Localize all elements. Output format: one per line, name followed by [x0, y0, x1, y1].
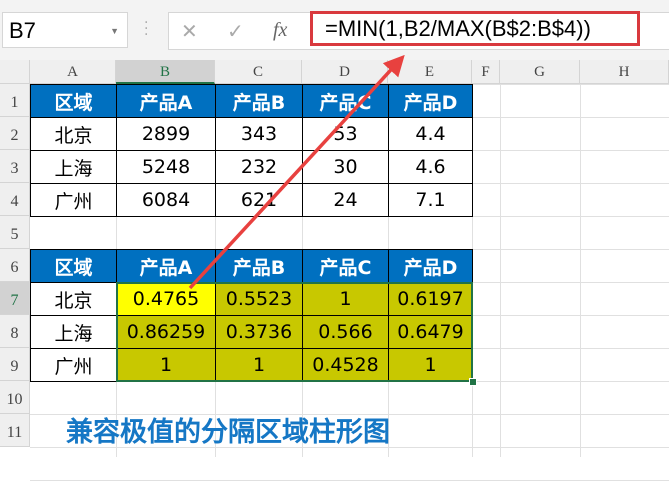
data-cell[interactable]: 1 — [116, 348, 216, 382]
row-header-4[interactable]: 4 — [0, 183, 30, 216]
cancel-icon[interactable]: ✕ — [181, 19, 198, 43]
data-cell[interactable]: 4.6 — [388, 150, 473, 184]
data-cell[interactable]: 621 — [215, 183, 303, 217]
region-cell[interactable]: 广州 — [30, 348, 117, 382]
data-cell[interactable]: 24 — [302, 183, 389, 217]
header-cell[interactable]: 产品D — [388, 249, 473, 283]
data-cell[interactable]: 2899 — [116, 117, 216, 151]
header-cell[interactable]: 产品B — [215, 249, 303, 283]
row-header-8[interactable]: 8 — [0, 315, 30, 348]
row-header-2[interactable]: 2 — [0, 117, 30, 150]
data-cell[interactable]: 1 — [388, 348, 473, 382]
header-cell[interactable]: 区域 — [30, 84, 117, 118]
row-header-3[interactable]: 3 — [0, 150, 30, 183]
column-header-H[interactable]: H — [580, 60, 669, 84]
column-header-D[interactable]: D — [302, 60, 388, 84]
data-cell[interactable]: 0.86259 — [116, 315, 216, 349]
data-cell[interactable]: 0.4765 — [116, 282, 216, 316]
data-cell[interactable]: 4.4 — [388, 117, 473, 151]
column-header-E[interactable]: E — [388, 60, 472, 84]
row-header-1[interactable]: 1 — [0, 84, 30, 117]
data-cell[interactable]: 0.566 — [302, 315, 389, 349]
data-cell[interactable]: 30 — [302, 150, 389, 184]
drag-handle-icon[interactable]: · · · — [144, 15, 149, 43]
region-cell[interactable]: 上海 — [30, 150, 117, 184]
header-cell[interactable]: 区域 — [30, 249, 117, 283]
gridline — [580, 84, 581, 457]
data-cell[interactable]: 1 — [302, 282, 389, 316]
column-header-F[interactable]: F — [472, 60, 500, 84]
header-cell[interactable]: 产品C — [302, 249, 389, 283]
gridline — [30, 447, 669, 448]
header-cell[interactable]: 产品A — [116, 84, 216, 118]
header-cell[interactable]: 产品C — [302, 84, 389, 118]
data-cell[interactable]: 0.6479 — [388, 315, 473, 349]
row-header-7[interactable]: 7 — [0, 282, 30, 315]
insert-function-icon[interactable]: fx — [273, 19, 288, 41]
row-header-9[interactable]: 9 — [0, 348, 30, 381]
data-cell[interactable]: 343 — [215, 117, 303, 151]
data-cell[interactable]: 7.1 — [388, 183, 473, 217]
formula-input[interactable]: =MIN(1,B2/MAX(B$2:B$4)) — [310, 11, 640, 46]
region-cell[interactable]: 北京 — [30, 117, 117, 151]
column-header-G[interactable]: G — [500, 60, 580, 84]
region-cell[interactable]: 广州 — [30, 183, 117, 217]
select-all-button[interactable] — [0, 60, 30, 84]
column-header-B[interactable]: B — [116, 60, 215, 84]
data-cell[interactable]: 6084 — [116, 183, 216, 217]
row-header-10[interactable]: 10 — [0, 381, 30, 414]
data-cell[interactable]: 1 — [215, 348, 303, 382]
data-cell[interactable]: 0.5523 — [215, 282, 303, 316]
header-cell[interactable]: 产品B — [215, 84, 303, 118]
name-box-value: B7 — [9, 18, 36, 43]
data-cell[interactable]: 0.3736 — [215, 315, 303, 349]
fill-handle[interactable] — [469, 378, 477, 386]
region-cell[interactable]: 上海 — [30, 315, 117, 349]
data-cell[interactable]: 232 — [215, 150, 303, 184]
gridline — [30, 414, 669, 415]
caption-title: 兼容极值的分隔区域柱形图 — [66, 417, 390, 448]
gridline — [500, 84, 501, 457]
data-cell[interactable]: 53 — [302, 117, 389, 151]
row-header-11[interactable]: 11 — [0, 414, 30, 447]
enter-icon[interactable]: ✓ — [227, 19, 244, 43]
row-header-5[interactable]: 5 — [0, 216, 30, 249]
header-cell[interactable]: 产品A — [116, 249, 216, 283]
chevron-down-icon[interactable]: ▼ — [110, 26, 119, 36]
header-cell[interactable]: 产品D — [388, 84, 473, 118]
column-header-C[interactable]: C — [215, 60, 302, 84]
region-cell[interactable]: 北京 — [30, 282, 117, 316]
name-box[interactable]: B7 ▼ — [2, 12, 128, 48]
data-cell[interactable]: 0.6197 — [388, 282, 473, 316]
data-cell[interactable]: 0.4528 — [302, 348, 389, 382]
data-cell[interactable]: 5248 — [116, 150, 216, 184]
column-header-A[interactable]: A — [30, 60, 116, 84]
row-header-6[interactable]: 6 — [0, 249, 30, 282]
